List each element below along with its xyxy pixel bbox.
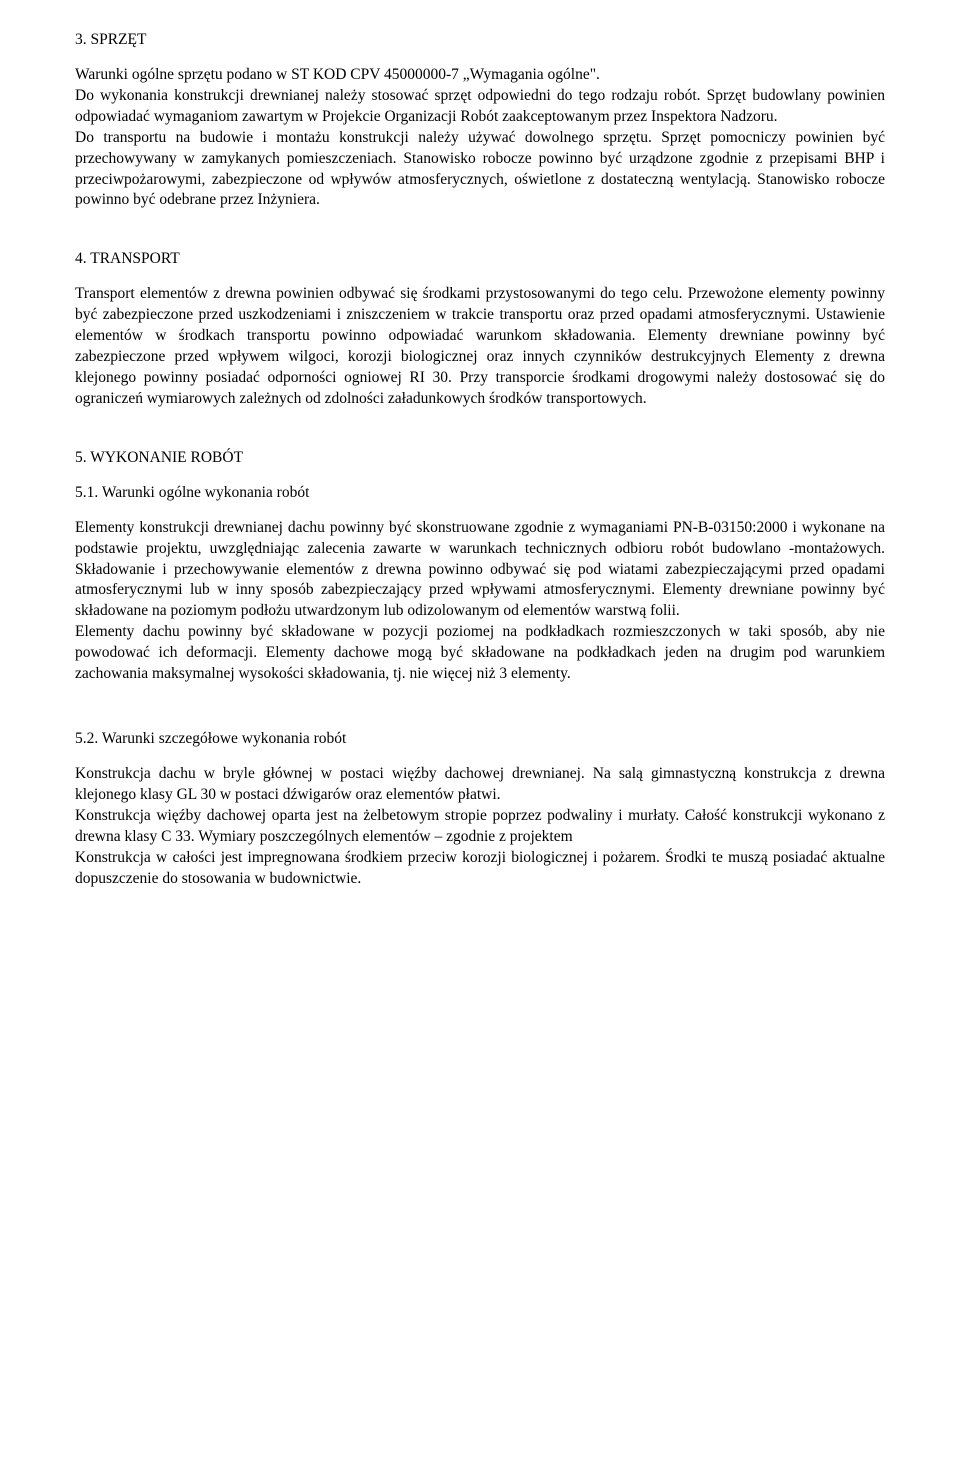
section-5-1-heading: 5.1. Warunki ogólne wykonania robót: [75, 483, 885, 504]
section-5-heading: 5. WYKONANIE ROBÓT: [75, 448, 885, 469]
section-4-body: Transport elementów z drewna powinien od…: [75, 284, 885, 410]
section-3-heading: 3. SPRZĘT: [75, 30, 885, 51]
section-5-2-body: Konstrukcja dachu w bryle głównej w post…: [75, 764, 885, 890]
section-5-2-heading: 5.2. Warunki szczegółowe wykonania robót: [75, 729, 885, 750]
section-4-heading: 4. TRANSPORT: [75, 249, 885, 270]
section-3-p1: Warunki ogólne sprzętu podano w ST KOD C…: [75, 66, 600, 83]
section-5-1-body: Elementy konstrukcji drewnianej dachu po…: [75, 518, 885, 685]
section-5-1-p2: Elementy dachu powinny być składowane w …: [75, 623, 885, 682]
section-5-1-p1: Elementy konstrukcji drewnianej dachu po…: [75, 519, 885, 620]
section-5-2-p3: Konstrukcja w całości jest impregnowana …: [75, 849, 885, 887]
section-3-p2: Do wykonania konstrukcji drewnianej nale…: [75, 87, 885, 125]
section-3-p3: Do transportu na budowie i montażu konst…: [75, 129, 885, 209]
section-5-2-p1: Konstrukcja dachu w bryle głównej w post…: [75, 765, 885, 803]
section-5-2-p2: Konstrukcja więźby dachowej oparta jest …: [75, 807, 885, 845]
section-3-body: Warunki ogólne sprzętu podano w ST KOD C…: [75, 65, 885, 211]
